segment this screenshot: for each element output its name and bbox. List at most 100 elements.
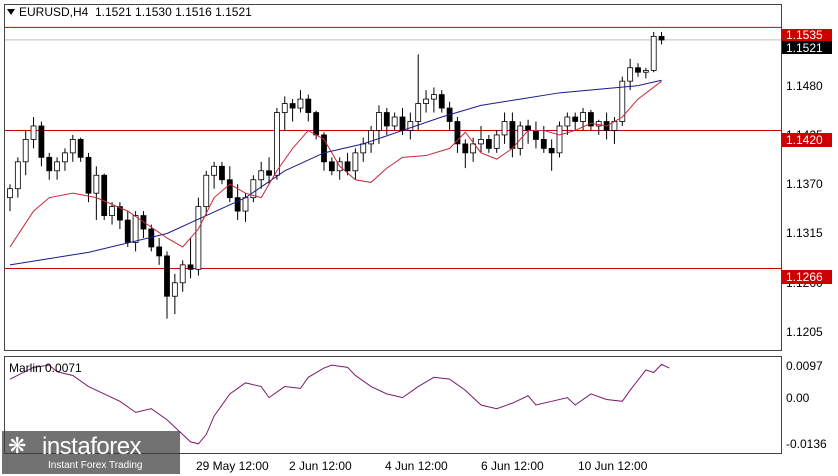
candle xyxy=(321,132,327,171)
candle-body xyxy=(438,94,445,109)
time-tick: 10 Jun 12:00 xyxy=(578,459,648,473)
candle xyxy=(93,166,100,221)
candle xyxy=(297,90,304,113)
candle xyxy=(501,112,508,144)
candle-body xyxy=(109,206,115,216)
candle xyxy=(14,157,21,198)
candle-body xyxy=(556,125,563,154)
level-lines xyxy=(5,26,781,269)
candle-body xyxy=(250,179,257,199)
candle-body xyxy=(399,116,406,131)
candle-body xyxy=(344,161,351,172)
candle-body xyxy=(493,134,500,149)
candle-body xyxy=(462,143,469,154)
candle-body xyxy=(454,121,461,145)
candle-body xyxy=(658,35,665,41)
candle-body xyxy=(619,80,626,122)
candle-body xyxy=(289,103,296,109)
current-price-label: 1.1521 xyxy=(786,41,823,55)
fast-ma-line xyxy=(9,80,662,248)
candle xyxy=(493,130,500,153)
candle-body xyxy=(258,170,265,181)
candle xyxy=(556,121,563,158)
candle-body xyxy=(360,143,367,154)
price-tick: 1.1205 xyxy=(786,325,823,339)
candle-body xyxy=(187,264,194,270)
candle xyxy=(132,211,139,252)
indicator-tick: -0.0136 xyxy=(786,437,827,451)
candle xyxy=(485,134,492,153)
candle xyxy=(305,94,312,122)
candle-body xyxy=(376,112,382,131)
slow-ma-line xyxy=(9,79,662,266)
candle-body xyxy=(30,125,37,140)
candle xyxy=(470,137,477,162)
time-tick: 6 Jun 12:00 xyxy=(481,459,544,473)
candle-body xyxy=(54,161,60,172)
candle xyxy=(650,31,657,73)
candle-body xyxy=(572,116,579,122)
candle xyxy=(156,237,163,265)
candle xyxy=(30,117,37,149)
candle-body xyxy=(14,161,21,190)
candle xyxy=(376,105,382,144)
candle-body xyxy=(46,156,53,172)
time-tick: 4 Jun 12:00 xyxy=(385,459,448,473)
candle-body xyxy=(7,188,13,199)
candle-body xyxy=(242,197,249,212)
candle xyxy=(438,90,445,113)
candle xyxy=(85,152,92,203)
candle xyxy=(69,134,76,162)
main-chart-frame xyxy=(4,4,782,351)
candle-body xyxy=(179,264,186,284)
candle xyxy=(368,125,375,153)
candle-body xyxy=(62,152,68,163)
level-label: 1.1420 xyxy=(786,133,823,147)
candle xyxy=(430,87,437,113)
candle xyxy=(179,260,186,292)
level-label: 1.1266 xyxy=(786,270,823,284)
candle-body xyxy=(642,70,649,73)
candle-body xyxy=(273,112,280,176)
candle xyxy=(219,161,225,185)
candle xyxy=(462,139,469,169)
candle-body xyxy=(533,130,539,140)
candle-body xyxy=(77,139,84,158)
candle xyxy=(211,161,218,189)
candle xyxy=(478,125,484,153)
ohlc-values: 1.1521 1.1530 1.1516 1.1521 xyxy=(95,5,252,19)
price-tick: 1.1370 xyxy=(786,177,823,191)
candle-body xyxy=(22,139,29,163)
candle-body xyxy=(93,174,100,194)
candle xyxy=(164,251,170,319)
candle-body xyxy=(383,112,390,127)
candle-body xyxy=(313,112,320,136)
candle xyxy=(54,157,60,180)
level-badge xyxy=(782,133,832,147)
candle xyxy=(234,184,241,221)
candle xyxy=(627,58,634,91)
candle-body xyxy=(540,139,547,149)
symbol-menu-icon[interactable] xyxy=(7,9,15,15)
price-tick: 1.1480 xyxy=(786,79,823,93)
candle-body xyxy=(226,179,233,199)
candles xyxy=(7,31,665,319)
price-axis: 1.1480 1.1425 1.1370 1.1315 1.1260 1.120… xyxy=(786,79,823,339)
marlin-oscillator-line xyxy=(9,363,670,445)
candle xyxy=(564,112,571,135)
candle xyxy=(658,31,665,45)
candle xyxy=(250,175,257,203)
candle-body xyxy=(132,215,139,243)
candle-body xyxy=(415,103,422,122)
candle xyxy=(383,108,390,135)
candle-body xyxy=(470,143,477,154)
candle-body xyxy=(650,35,657,71)
candle xyxy=(415,54,422,131)
candle xyxy=(619,76,626,126)
candle-body xyxy=(368,130,375,145)
candle-body xyxy=(423,98,429,104)
candle xyxy=(572,112,579,131)
candle xyxy=(273,108,280,180)
time-axis: 29 May 12:00 2 Jun 12:00 4 Jun 12:00 6 J… xyxy=(196,459,648,473)
